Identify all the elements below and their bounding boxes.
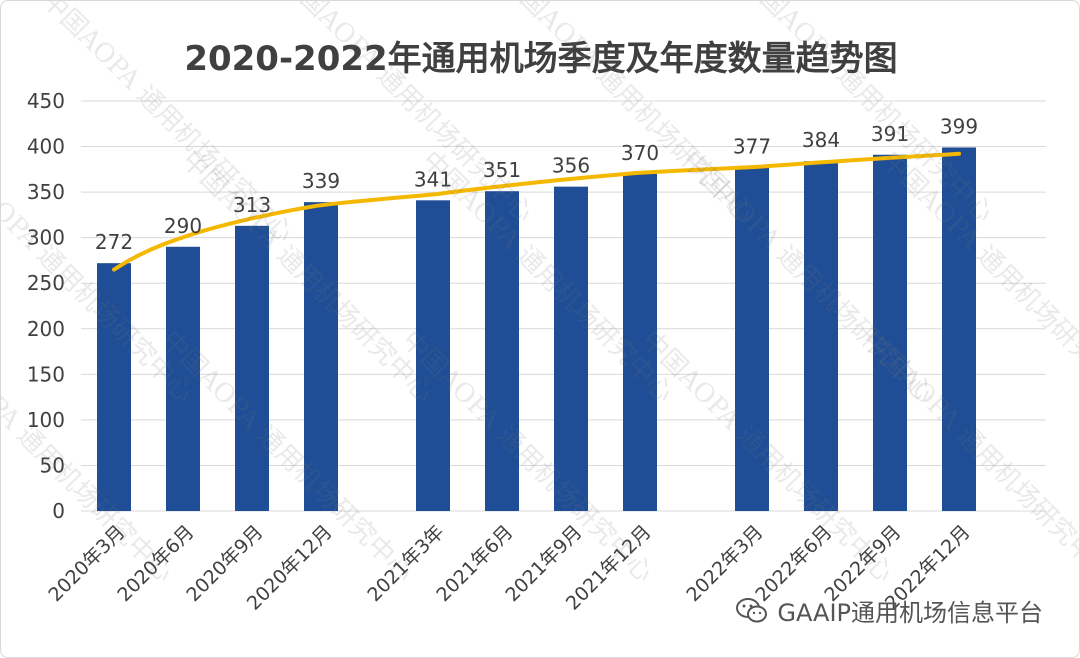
data-label: 370: [621, 141, 659, 165]
data-label: 399: [940, 114, 978, 138]
bar: [235, 225, 269, 512]
data-label: 391: [871, 122, 909, 146]
y-tick-label: 400: [27, 135, 65, 159]
bar: [485, 191, 519, 511]
data-label: 313: [233, 193, 271, 217]
bar: [735, 167, 769, 511]
bar: [166, 246, 200, 511]
data-label: 290: [164, 214, 202, 238]
data-label: 341: [414, 167, 452, 191]
trendline: [112, 151, 961, 272]
data-label: 356: [552, 154, 590, 178]
data-label: 272: [95, 230, 133, 254]
y-tick-label: 200: [27, 317, 65, 341]
bars-layer: [97, 147, 976, 512]
bar: [304, 202, 338, 511]
trendline-layer: [112, 151, 961, 272]
bar: [873, 154, 907, 511]
data-label: 377: [733, 135, 771, 159]
y-tick-label: 100: [27, 408, 65, 432]
chart-title: 2020-2022年通用机场季度及年度数量趋势图: [184, 39, 898, 79]
data-label: 339: [302, 169, 340, 193]
bar: [554, 186, 588, 511]
footer-text: GAAIP通用机场信息平台: [777, 599, 1043, 627]
bar: [416, 200, 450, 512]
y-tick-label: 300: [27, 226, 65, 250]
wechat-icon: [736, 597, 768, 622]
y-tick-label: 350: [27, 180, 65, 204]
bar: [97, 263, 131, 511]
footer-brand: GAAIP通用机场信息平台: [735, 593, 1043, 628]
bar: [623, 173, 657, 511]
bar: [942, 147, 976, 511]
bar: [804, 161, 838, 511]
data-label: 351: [483, 158, 521, 182]
y-tick-label: 250: [27, 271, 65, 295]
y-tick-label: 450: [27, 89, 65, 113]
data-label: 384: [802, 128, 840, 152]
y-tick-label: 0: [52, 499, 65, 523]
y-tick-label: 150: [27, 362, 65, 386]
y-tick-label: 50: [40, 453, 65, 477]
